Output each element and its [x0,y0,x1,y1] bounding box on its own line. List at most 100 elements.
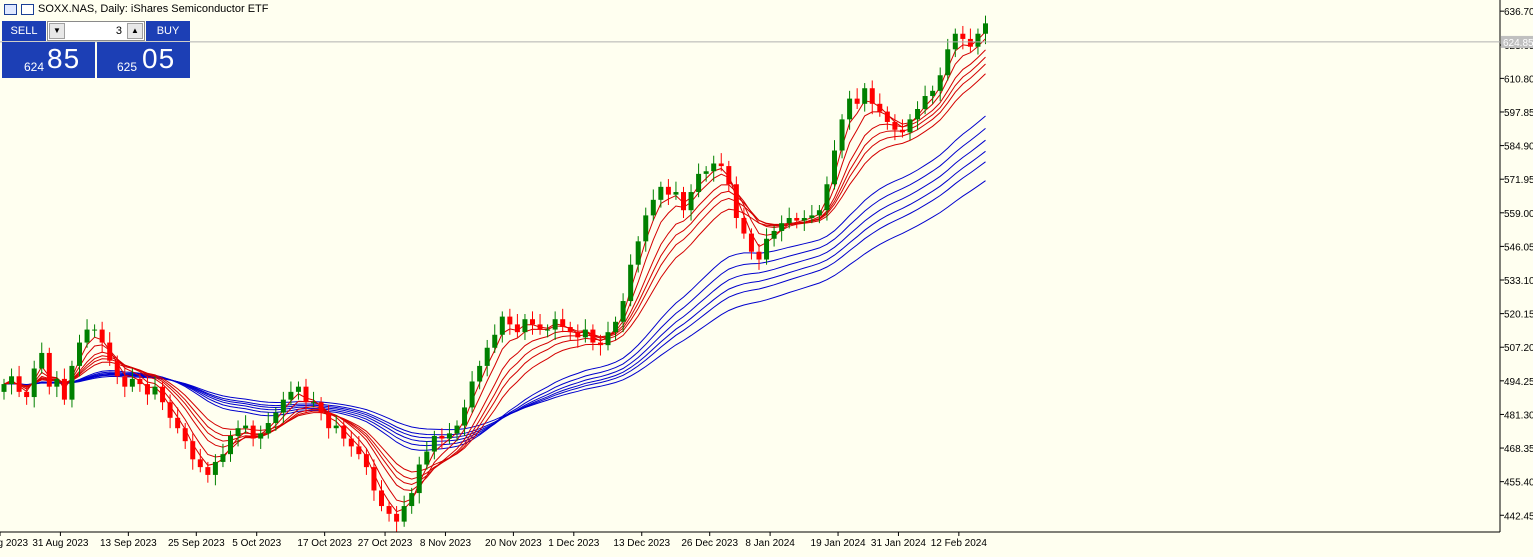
candle-body [228,435,233,455]
candle-body [718,163,724,167]
candle-body [937,75,943,91]
candle-body [333,425,339,429]
candle-body [620,301,626,322]
candle-body [869,88,875,104]
long-ema-group [3,115,986,451]
candle-body [967,38,973,47]
candle-body [107,342,113,361]
short-ema-line [3,49,986,492]
candle-body [756,251,762,260]
candle-body [205,467,211,475]
candle-body [884,111,890,122]
sell-button[interactable]: SELL [2,21,46,41]
candle-body [945,49,951,76]
candle-body [484,347,490,366]
candle-body [469,381,475,408]
candles-group [1,15,988,532]
candle-body [930,90,936,97]
candle-body [560,319,566,327]
x-tick-label: 27 Oct 2023 [358,538,413,549]
candle-body [243,425,249,429]
lot-decrease-icon[interactable]: ▼ [49,23,65,39]
candle-body [16,376,22,392]
candle-body [477,365,483,382]
y-tick-label: 597.85 [1504,108,1533,119]
bid-price-prefix: 624 [24,60,45,74]
candle-body [801,217,807,221]
candle-body [635,241,641,265]
candle-body [295,386,301,392]
candle-body [46,352,52,387]
candle-body [514,324,520,333]
candle-body [643,215,649,242]
candle-body [31,368,37,398]
candle-body [703,171,709,174]
candle-body [832,150,837,185]
long-ema-line [3,115,986,451]
candle-body [688,192,694,211]
chart-type-icon[interactable] [21,3,34,15]
candle-body [92,329,98,331]
chart-window-icon[interactable] [4,3,17,15]
candle-body [220,454,226,462]
candle-body [144,384,150,395]
bid-price-panel[interactable]: 624 85 [2,42,95,78]
short-ema-line [3,73,986,473]
candle-body [379,490,384,507]
candle-body [771,230,777,239]
short-ema-line [3,56,986,486]
y-tick-label: 442.45 [1504,511,1533,522]
candle-body [61,378,67,400]
candle-body [567,326,573,333]
candle-body [401,506,407,522]
y-tick-label: 546.05 [1504,242,1533,253]
candle-body [628,264,634,302]
short-ema-group [3,31,986,513]
candle-body [9,376,15,385]
candle-body [711,163,717,172]
candle-body [190,441,196,460]
candle-body [311,402,317,404]
lot-increase-icon[interactable]: ▲ [127,23,143,39]
x-tick-label: 31 Aug 2023 [32,538,89,549]
y-tick-label: 468.35 [1504,444,1533,455]
short-ema-line [3,31,986,513]
x-tick-label: 1 Dec 2023 [548,538,600,549]
candle-body [137,378,143,385]
candle-body [854,98,860,104]
candle-body [597,342,603,346]
candle-body [545,329,551,331]
candle-body [816,210,822,216]
bid-price-pips: 85 [47,43,81,74]
candle-body [122,376,128,387]
lot-size-stepper[interactable]: ▼ 3 ▲ [47,21,145,41]
ask-price-panel[interactable]: 625 05 [97,42,190,78]
x-tick-label: 25 Sep 2023 [168,538,225,549]
candle-body [681,192,686,211]
candle-body [99,329,105,343]
x-tick-label: 31 Jan 2024 [871,538,926,549]
x-tick-label: 13 Sep 2023 [100,538,157,549]
x-tick-label: 21 Aug 2023 [0,538,29,549]
y-tick-label: 610.80 [1504,74,1533,85]
chart-header: SOXX.NAS, Daily: iShares Semiconductor E… [0,0,268,18]
candle-body [416,464,422,494]
candle-body [303,386,309,403]
ask-price-pips: 05 [142,43,176,74]
lot-size-value[interactable]: 3 [115,25,122,37]
candle-body [394,513,400,522]
current-price-label: 624.85 [1503,38,1533,49]
candle-body [492,334,498,348]
candle-body [235,428,241,436]
candle-body [175,417,181,429]
ask-price-prefix: 625 [117,60,138,74]
candle-body [824,184,830,211]
short-ema-line [3,38,986,503]
buy-button[interactable]: BUY [146,21,190,41]
long-ema-line [3,180,986,431]
candle-body [530,319,535,325]
candle-body [975,33,981,47]
candle-body [839,119,845,151]
